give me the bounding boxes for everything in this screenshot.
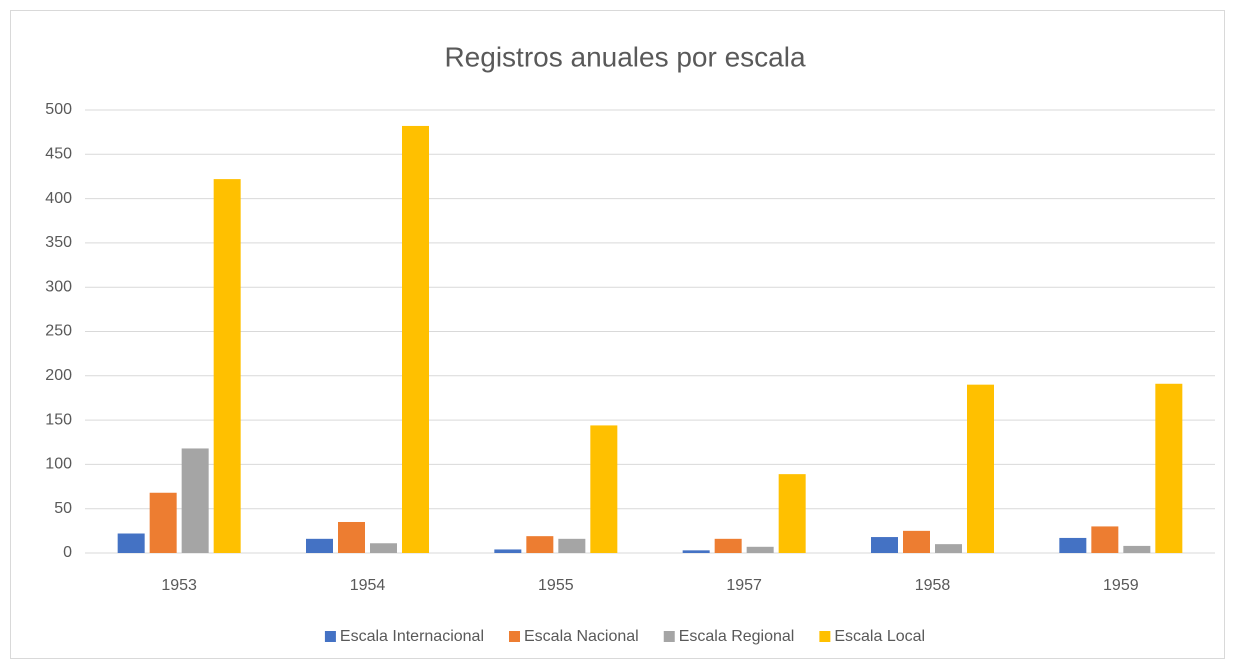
bar: [871, 537, 898, 553]
bar: [746, 546, 774, 553]
y-tick-label: 300: [45, 278, 72, 295]
legend-label: Escala Nacional: [524, 628, 639, 645]
y-tick-label: 250: [45, 323, 72, 340]
y-tick-label: 350: [45, 234, 72, 251]
bar: [338, 521, 365, 553]
bar: [903, 530, 930, 553]
bar: [935, 544, 962, 553]
bar: [967, 384, 994, 553]
y-tick-label: 400: [45, 190, 72, 207]
bar: [1123, 545, 1151, 553]
y-tick-label: 500: [45, 101, 72, 118]
bar: [1155, 383, 1183, 553]
bar: [181, 448, 209, 553]
legend-swatch: [324, 631, 336, 642]
bar: [402, 125, 429, 553]
bar: [494, 549, 522, 553]
x-tick-label: 1957: [726, 577, 762, 594]
bar: [590, 425, 618, 553]
legend-swatch: [819, 631, 831, 642]
bar: [558, 538, 586, 553]
y-tick-label: 50: [54, 500, 72, 517]
x-tick-label: 1959: [1103, 577, 1139, 594]
x-tick-label: 1953: [161, 577, 197, 594]
chart-title: Registros anuales por escala: [444, 41, 806, 72]
y-tick-label: 200: [45, 367, 72, 384]
x-tick-label: 1954: [350, 577, 386, 594]
bar: [526, 536, 554, 553]
y-tick-label: 100: [45, 456, 72, 473]
y-tick-label: 150: [45, 411, 72, 428]
x-tick-label: 1958: [915, 577, 951, 594]
legend-swatch: [509, 631, 521, 642]
y-tick-label: 0: [63, 544, 72, 561]
legend-label: Escala Regional: [679, 628, 795, 645]
bar: [306, 538, 333, 553]
chart-frame: [10, 10, 1225, 659]
legend-label: Escala Internacional: [340, 628, 484, 645]
legend-swatch: [663, 631, 675, 642]
bar: [778, 474, 806, 553]
bar: [149, 492, 177, 553]
y-tick-label: 450: [45, 146, 72, 163]
bar: [370, 543, 397, 553]
bar: [714, 538, 742, 553]
legend-label: Escala Local: [834, 628, 925, 645]
x-tick-label: 1955: [538, 577, 574, 594]
bar: [1059, 537, 1087, 553]
bar: [1091, 526, 1119, 553]
bar: [117, 533, 145, 553]
bar: [682, 550, 710, 553]
bar: [213, 179, 241, 553]
